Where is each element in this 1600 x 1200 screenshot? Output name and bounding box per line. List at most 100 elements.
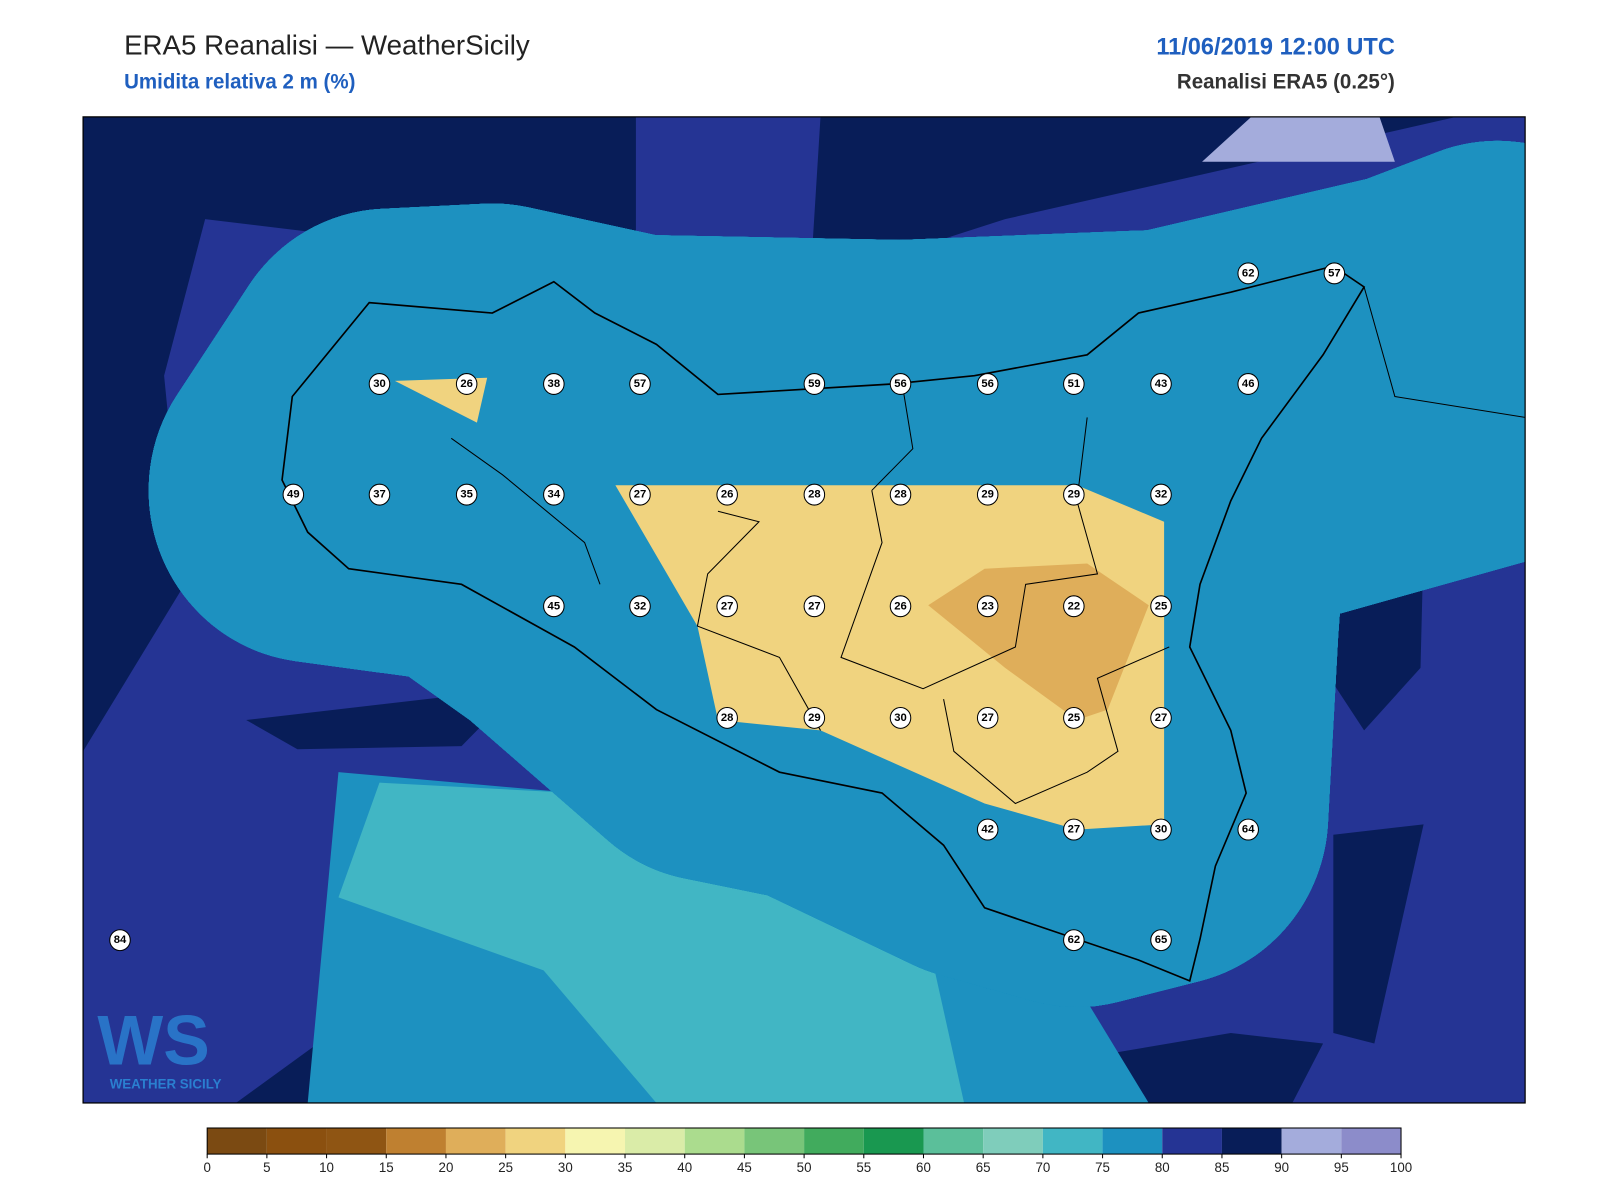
station-value: 30 [1155, 824, 1168, 836]
colorbar-segment [326, 1128, 387, 1155]
station-value: 56 [981, 378, 994, 390]
station-value: 56 [894, 378, 907, 390]
station-value: 51 [1068, 378, 1081, 390]
station-value: 26 [721, 489, 734, 501]
station-value: 49 [287, 489, 300, 501]
station-marker [889, 373, 912, 395]
station-marker [1150, 929, 1172, 952]
station-value: 46 [1242, 378, 1255, 390]
colorbar-tick-label: 15 [379, 1160, 394, 1175]
station-marker [1237, 373, 1259, 395]
colorbar-segment [445, 1128, 506, 1155]
colorbar-segment [684, 1128, 745, 1155]
station-value: 34 [548, 489, 561, 501]
station-value: 28 [894, 489, 907, 501]
colorbar-tick-label: 0 [203, 1160, 210, 1175]
station-marker [716, 706, 738, 729]
colorbar-tick-label: 45 [737, 1160, 752, 1175]
colorbar-segment [1221, 1128, 1282, 1155]
borders [450, 286, 1526, 805]
logo-text: WEATHER SICILY [110, 1076, 222, 1091]
colorbar-tick-label: 75 [1095, 1160, 1110, 1175]
logo-mark: WS [97, 1000, 209, 1080]
station-marker [976, 706, 999, 729]
colorbar-segment [1162, 1128, 1222, 1155]
station-value: 28 [808, 489, 821, 501]
colorbar-tick-label: 10 [319, 1160, 334, 1175]
station-marker [803, 373, 826, 395]
colorbar-segment [1042, 1128, 1103, 1155]
station-marker [716, 483, 738, 506]
subtitle: Umidita relativa 2 m (%) [124, 71, 355, 94]
station-marker [803, 595, 826, 618]
station-value: 27 [721, 600, 734, 612]
station-marker [543, 373, 565, 395]
station-value: 35 [460, 489, 473, 501]
station-value: 62 [1242, 267, 1255, 279]
station-value: 26 [460, 378, 473, 390]
colorbar-segment [863, 1128, 924, 1155]
station-value: 26 [894, 600, 907, 612]
station-marker [976, 483, 999, 506]
station-marker [455, 373, 478, 395]
station-value: 59 [808, 378, 821, 390]
station-marker [1150, 818, 1172, 841]
station-marker [109, 929, 131, 952]
station-value: 30 [373, 378, 386, 390]
station-marker [1150, 706, 1172, 729]
station-marker [976, 818, 999, 841]
station-marker [976, 373, 999, 395]
station-marker [1063, 483, 1085, 506]
station-value: 62 [1068, 934, 1081, 946]
coastline [281, 265, 1366, 982]
colorbar-segment [923, 1128, 984, 1155]
station-value: 30 [894, 712, 907, 724]
station-value: 42 [981, 824, 994, 836]
title: ERA5 Reanalisi — WeatherSicily [124, 29, 530, 60]
station-value: 23 [981, 600, 994, 612]
colorbar-tick-label: 65 [976, 1160, 991, 1175]
colorbar-tick-label: 50 [797, 1160, 812, 1175]
colorbar-tick-label: 20 [439, 1160, 454, 1175]
colorbar-tick-label: 30 [558, 1160, 573, 1175]
station-marker [1237, 262, 1259, 285]
station-marker [1323, 262, 1346, 285]
station-marker [889, 595, 912, 618]
station-marker [1237, 818, 1259, 841]
station-marker [629, 373, 651, 395]
colorbar-segment [625, 1128, 685, 1155]
colorbar-segment [1281, 1128, 1342, 1155]
colorbar-tick-label: 40 [677, 1160, 692, 1175]
colorbar-segment [1341, 1128, 1402, 1155]
colorbar-segment [565, 1128, 626, 1155]
station-marker [543, 595, 565, 618]
source: Reanalisi ERA5 (0.25°) [1177, 71, 1395, 94]
colorbar-tick-label: 80 [1155, 1160, 1170, 1175]
station-marker [282, 483, 305, 506]
station-value: 65 [1155, 934, 1168, 946]
colorbar-segment [1102, 1128, 1163, 1155]
stations: 30 26 38 57 59 56 56 51 43 46 62 57 49 37 35 34 27 26 28 28… [109, 262, 1346, 952]
station-marker [455, 483, 478, 506]
station-marker [368, 483, 391, 506]
station-value: 25 [1068, 712, 1081, 724]
station-value: 32 [1155, 489, 1168, 501]
station-value: 57 [634, 378, 647, 390]
station-value: 32 [634, 600, 647, 612]
colorbar-segment [207, 1128, 267, 1155]
station-value: 29 [808, 712, 821, 724]
colorbar-tick-label: 70 [1035, 1160, 1050, 1175]
map [83, 116, 1526, 1103]
station-marker [1063, 818, 1085, 841]
station-marker [1150, 373, 1172, 395]
station-marker [629, 483, 651, 506]
station-value: 37 [373, 489, 386, 501]
station-marker [1063, 595, 1085, 618]
station-value: 29 [1068, 489, 1081, 501]
station-marker [889, 706, 912, 729]
station-marker [1063, 373, 1085, 395]
station-value: 45 [548, 600, 561, 612]
colorbar-tick-label: 35 [618, 1160, 633, 1175]
station-value: 43 [1155, 378, 1168, 390]
